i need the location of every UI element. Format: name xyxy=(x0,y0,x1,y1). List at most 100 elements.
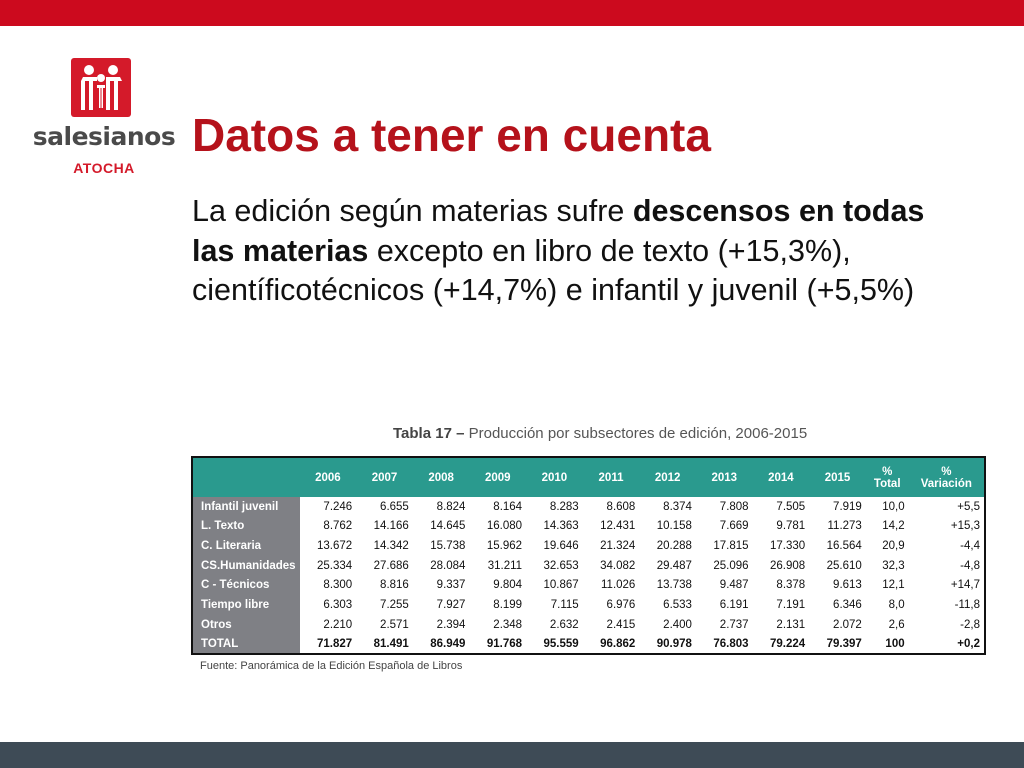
table-cell-variation: -2,8 xyxy=(960,618,980,631)
table-cell: 14.645 xyxy=(430,520,466,533)
table-cell: 17.815 xyxy=(713,540,749,553)
table-cell: 7.246 xyxy=(323,500,353,513)
table-cell: 11.273 xyxy=(827,520,862,533)
header-line: % xyxy=(941,465,952,478)
table-cell: 20.288 xyxy=(656,540,692,553)
table-cell: 7.115 xyxy=(550,598,579,611)
row-label: CS.Humanidades xyxy=(192,555,300,576)
table-cell: 7.505 xyxy=(776,500,806,513)
table-header-year: 2015 xyxy=(809,457,866,497)
table-cell: 2.415 xyxy=(606,618,636,631)
table-cell: 2.737 xyxy=(719,618,749,631)
table-caption-label: Tabla 17 – xyxy=(393,425,465,442)
table-caption: Tabla 17 – Producción por subsectores de… xyxy=(393,425,807,442)
table-cell: 14.363 xyxy=(543,520,579,533)
table-cell: 25.610 xyxy=(826,559,862,572)
table-cell-variation: -4,8 xyxy=(960,559,980,572)
table-header-pct-variation: % Variación xyxy=(908,457,985,497)
table-header-pct-total: % Total xyxy=(865,457,909,497)
logo-subtitle: ATOCHA xyxy=(73,160,135,176)
table-cell: 8.824 xyxy=(436,500,466,513)
table-header-year: 2014 xyxy=(752,457,810,497)
table-cell: 34.082 xyxy=(600,559,636,572)
table-header-year: 2013 xyxy=(695,457,753,497)
table-cell: 16.564 xyxy=(826,540,862,553)
table-cell: 7.669 xyxy=(719,520,749,533)
table-cell-pct: 100 xyxy=(885,637,905,650)
table-cell: 9.781 xyxy=(776,520,806,533)
table-cell: 8.816 xyxy=(380,579,409,592)
table-row: CS.Humanidades 25.334 27.686 28.084 31.211 32… xyxy=(192,555,985,576)
table-cell: 13.672 xyxy=(317,540,353,553)
logo-wordmark: salesianos xyxy=(32,122,176,151)
table-cell: 6.303 xyxy=(323,598,353,611)
table-cell: 79.397 xyxy=(826,637,862,650)
table-body: Infantil juvenil 7.246 6.655 8.824 8.164 8.28… xyxy=(192,497,985,654)
table-cell: 15.738 xyxy=(430,540,466,553)
table-cell: 12.431 xyxy=(600,520,636,533)
row-label: Infantil juvenil xyxy=(192,497,300,517)
table-cell: 6.976 xyxy=(606,598,636,611)
top-red-bar xyxy=(0,0,1024,26)
table-cell: 7.191 xyxy=(776,598,806,611)
table-cell: 9.804 xyxy=(493,579,523,592)
table-row: Otros 2.210 2.571 2.394 2.348 2.632 2.415 2.400… xyxy=(192,614,985,635)
table-cell-pct: 14,2 xyxy=(882,520,905,533)
slide-body-text: La edición según materias sufre descenso… xyxy=(192,192,952,311)
table-header-year: 2007 xyxy=(356,457,413,497)
table-cell-variation: +5,5 xyxy=(957,500,980,513)
table-cell: 8.608 xyxy=(606,500,636,513)
table-cell: 8.164 xyxy=(493,500,523,513)
body-text-part: excepto en libro de texto (+15,3%), cien… xyxy=(192,233,915,308)
header-line: Total xyxy=(873,477,901,490)
table-cell: 2.400 xyxy=(663,618,692,631)
table-cell-variation: +0,2 xyxy=(957,637,980,650)
table-cell: 10.158 xyxy=(656,520,692,533)
table-cell: 90.978 xyxy=(656,637,692,650)
table-cell: 8.378 xyxy=(776,579,806,592)
table-cell: 19.646 xyxy=(543,540,579,553)
table-cell: 79.224 xyxy=(770,637,806,650)
table-header-year: 2011 xyxy=(582,457,640,497)
table-cell: 29.487 xyxy=(656,559,692,572)
table-header-year: 2012 xyxy=(639,457,696,497)
table-cell-variation: +15,3 xyxy=(950,520,980,533)
salesianos-logo: salesianos ATOCHA xyxy=(22,56,182,181)
table-cell: 25.096 xyxy=(713,559,749,572)
row-label: Tiempo libre xyxy=(192,595,300,615)
slide-title: Datos a tener en cuenta xyxy=(192,109,711,161)
table-cell: 27.686 xyxy=(373,559,409,572)
table-row: C. Literaria 13.672 14.342 15.738 15.962 19.6… xyxy=(192,536,985,556)
table-cell: 25.334 xyxy=(317,559,353,572)
table-cell: 6.191 xyxy=(719,598,749,611)
bottom-slate-bar xyxy=(0,742,1024,768)
table-row: TOTAL 71.827 81.491 86.949 91.768 95.559 96.86… xyxy=(192,634,985,654)
table-cell: 2.571 xyxy=(380,618,409,631)
table-cell: 14.166 xyxy=(373,520,409,533)
header-line: % xyxy=(882,465,893,478)
table-header-year: 2006 xyxy=(299,457,357,497)
salesianos-people-logo-icon xyxy=(71,58,131,117)
table-source: Fuente: Panorámica de la Edición Español… xyxy=(200,660,463,672)
table-caption-text: Producción por subsectores de edición, 2… xyxy=(464,425,808,442)
table-header-year: 2009 xyxy=(469,457,527,497)
table-row: Tiempo libre 6.303 7.255 7.927 8.199 7.115 6.9… xyxy=(192,595,985,615)
table-cell: 26.908 xyxy=(770,559,806,572)
table-cell: 13.738 xyxy=(656,579,692,592)
table-cell: 96.862 xyxy=(600,637,636,650)
table-cell: 6.346 xyxy=(833,598,862,611)
table-row: C - Técnicos 8.300 8.816 9.337 9.804 10.867 11… xyxy=(192,575,985,596)
row-label: L. Texto xyxy=(192,516,300,537)
table-cell: 17.330 xyxy=(770,540,806,553)
table-cell: 32.653 xyxy=(543,559,579,572)
table-cell: 95.559 xyxy=(543,637,579,650)
row-label: TOTAL xyxy=(192,634,300,654)
row-label: C - Técnicos xyxy=(192,575,300,596)
row-label: C. Literaria xyxy=(192,536,300,556)
table-cell: 9.613 xyxy=(833,579,862,592)
body-text-bold: descensos en todas las materias xyxy=(192,194,925,268)
table-cell: 21.324 xyxy=(600,540,636,553)
table-cell: 7.808 xyxy=(719,500,749,513)
table-header-row: 2006 2007 2008 2009 2010 2011 2012 2013 … xyxy=(192,457,985,497)
table-cell: 10.867 xyxy=(543,579,579,592)
